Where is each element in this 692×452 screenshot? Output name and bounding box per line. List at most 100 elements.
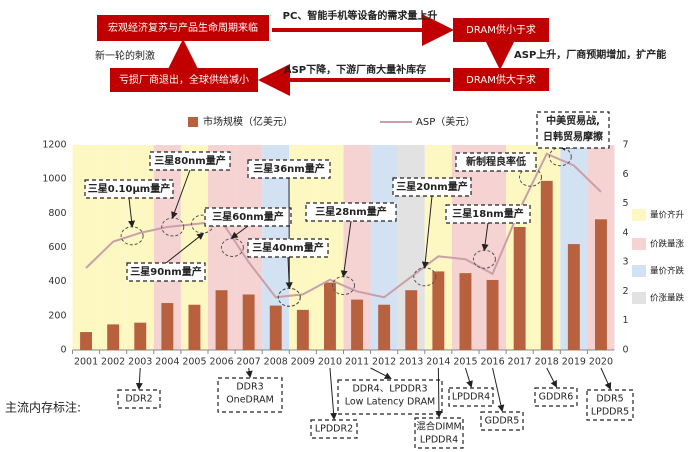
x-tick-label: 2014 <box>426 357 450 368</box>
callout-arrow <box>230 225 249 239</box>
flow-arrow-label: ASP上升，厂商预期增加，扩产能 <box>514 48 666 61</box>
memory-box <box>534 387 578 407</box>
x-tick-label: 2007 <box>237 357 261 368</box>
phase-band <box>72 145 100 350</box>
bar <box>378 304 391 350</box>
memory-arrow <box>464 367 473 388</box>
memory-text: LPDDR2 <box>315 424 353 435</box>
x-tick-label: 2019 <box>562 357 586 368</box>
bar <box>459 273 472 350</box>
callout-text: 三星40nm量产 <box>252 241 323 254</box>
memory-text: DDR2 <box>125 394 152 405</box>
bar <box>269 305 282 350</box>
y2-tick-label: 4 <box>623 227 629 238</box>
bar <box>405 290 418 350</box>
x-tick-label: 2003 <box>128 357 152 368</box>
bar <box>594 219 607 350</box>
legend-swatch <box>188 117 198 127</box>
memory-arrow <box>370 367 392 379</box>
callout-box <box>204 207 292 227</box>
memory-text: OneDRAM <box>226 395 274 406</box>
flow-box-label: 宏观经济复苏与产品生命周期来临 <box>108 21 258 34</box>
memory-box <box>414 417 464 449</box>
phase-legend-swatch <box>632 238 646 250</box>
memory-text: GDDR5 <box>485 416 520 427</box>
flow-box-label: 亏损厂商退出，全球供给减小 <box>119 73 249 86</box>
x-tick-label: 2009 <box>291 357 315 368</box>
callout-box <box>536 111 610 149</box>
callout-text: 三星36nm量产 <box>253 162 324 175</box>
flow-box <box>97 15 269 41</box>
memory-text: 混合DIMM <box>416 421 462 433</box>
y-tick-label: 600 <box>48 242 66 253</box>
phase-legend-label: 量价齐升 <box>650 210 685 221</box>
callout-box <box>247 159 331 179</box>
flow-box-label: DRAM供小于求 <box>466 23 536 36</box>
bar <box>80 332 93 350</box>
bar <box>323 282 336 350</box>
callout-box <box>445 204 531 224</box>
y2-tick-label: 3 <box>623 257 629 268</box>
memory-text: LPDDR5 <box>591 407 629 418</box>
bar <box>242 294 255 350</box>
callout-text: 三星18nm量产 <box>452 207 523 220</box>
x-tick-label: 2018 <box>535 357 559 368</box>
memory-text: LPDDR4 <box>420 435 458 446</box>
y2-tick-label: 7 <box>623 140 629 151</box>
phase-legend-label: 量价齐跌 <box>650 266 685 277</box>
memory-text: DDR3 <box>236 382 263 393</box>
x-tick-label: 2008 <box>264 357 288 368</box>
bar <box>486 279 499 350</box>
y2-tick-label: 1 <box>623 315 629 326</box>
y2-tick-label: 5 <box>623 198 629 209</box>
bar <box>351 299 364 350</box>
x-tick-label: 2012 <box>372 357 396 368</box>
bar <box>432 271 445 350</box>
flow-box <box>453 68 549 91</box>
x-tick-label: 2005 <box>182 357 206 368</box>
memory-arrow <box>435 367 443 418</box>
bar <box>215 290 228 350</box>
callout-text: 三星20nm量产 <box>396 180 467 193</box>
y2-tick-label: 6 <box>623 169 629 180</box>
flow-arrow-label: PC、智能手机等设备的需求量上升 <box>283 9 438 22</box>
x-tick-label: 2017 <box>508 357 532 368</box>
x-tick-label: 2001 <box>74 357 98 368</box>
callout-box <box>149 151 231 171</box>
y2-tick-label: 2 <box>623 286 629 297</box>
callout-text: 日韩贸易摩擦 <box>543 130 603 143</box>
y-tick-label: 400 <box>48 276 66 287</box>
phase-legend-swatch <box>632 292 646 304</box>
phase-band <box>126 145 154 350</box>
memory-text: GDDR6 <box>539 392 574 403</box>
memory-text: DDR4、LPDDR3 <box>352 384 427 395</box>
callout-text: 三星0.10μm量产 <box>88 182 170 195</box>
bar <box>540 180 553 350</box>
y-tick-label: 1200 <box>42 140 66 151</box>
memory-label: 主流内存标注: <box>5 400 81 415</box>
memory-box <box>337 379 443 415</box>
x-tick-label: 2004 <box>155 357 179 368</box>
callout-box <box>126 262 206 282</box>
callout-text: 三星60nm量产 <box>212 210 283 223</box>
callout-box <box>455 152 537 172</box>
callout-text: 三星28nm量产 <box>315 205 386 218</box>
memory-box <box>217 377 283 413</box>
flow-diagram: 宏观经济复苏与产品生命周期来临 DRAM供小于求 DRAM供大于求 亏损厂商退出… <box>95 9 666 96</box>
bar <box>567 244 580 350</box>
callout-box <box>305 202 397 222</box>
phase-band <box>99 145 127 350</box>
bar <box>188 304 201 350</box>
y-tick-label: 200 <box>48 310 66 321</box>
phase-legend-label: 价涨量跌 <box>650 293 685 304</box>
memory-box <box>117 389 161 409</box>
x-tick-label: 2006 <box>209 357 233 368</box>
memory-arrow <box>600 367 612 390</box>
memory-text: Low Latency DRAM <box>345 397 436 408</box>
memory-arrow <box>546 367 557 388</box>
flow-arrow-label: 新一轮的刺激 <box>95 49 155 62</box>
memory-text: DDR5 <box>596 394 623 405</box>
x-tick-label: 2015 <box>453 357 477 368</box>
bar <box>134 322 147 350</box>
flow-arrow-label: ASP下降，下游厂商大量补库存 <box>284 63 426 76</box>
